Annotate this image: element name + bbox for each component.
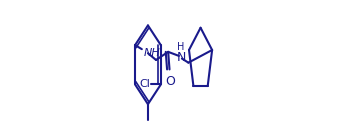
Text: H: H	[177, 42, 185, 52]
Text: O: O	[165, 75, 175, 88]
Text: Cl: Cl	[140, 80, 151, 90]
Text: N: N	[176, 51, 186, 64]
Text: NH: NH	[144, 48, 161, 58]
